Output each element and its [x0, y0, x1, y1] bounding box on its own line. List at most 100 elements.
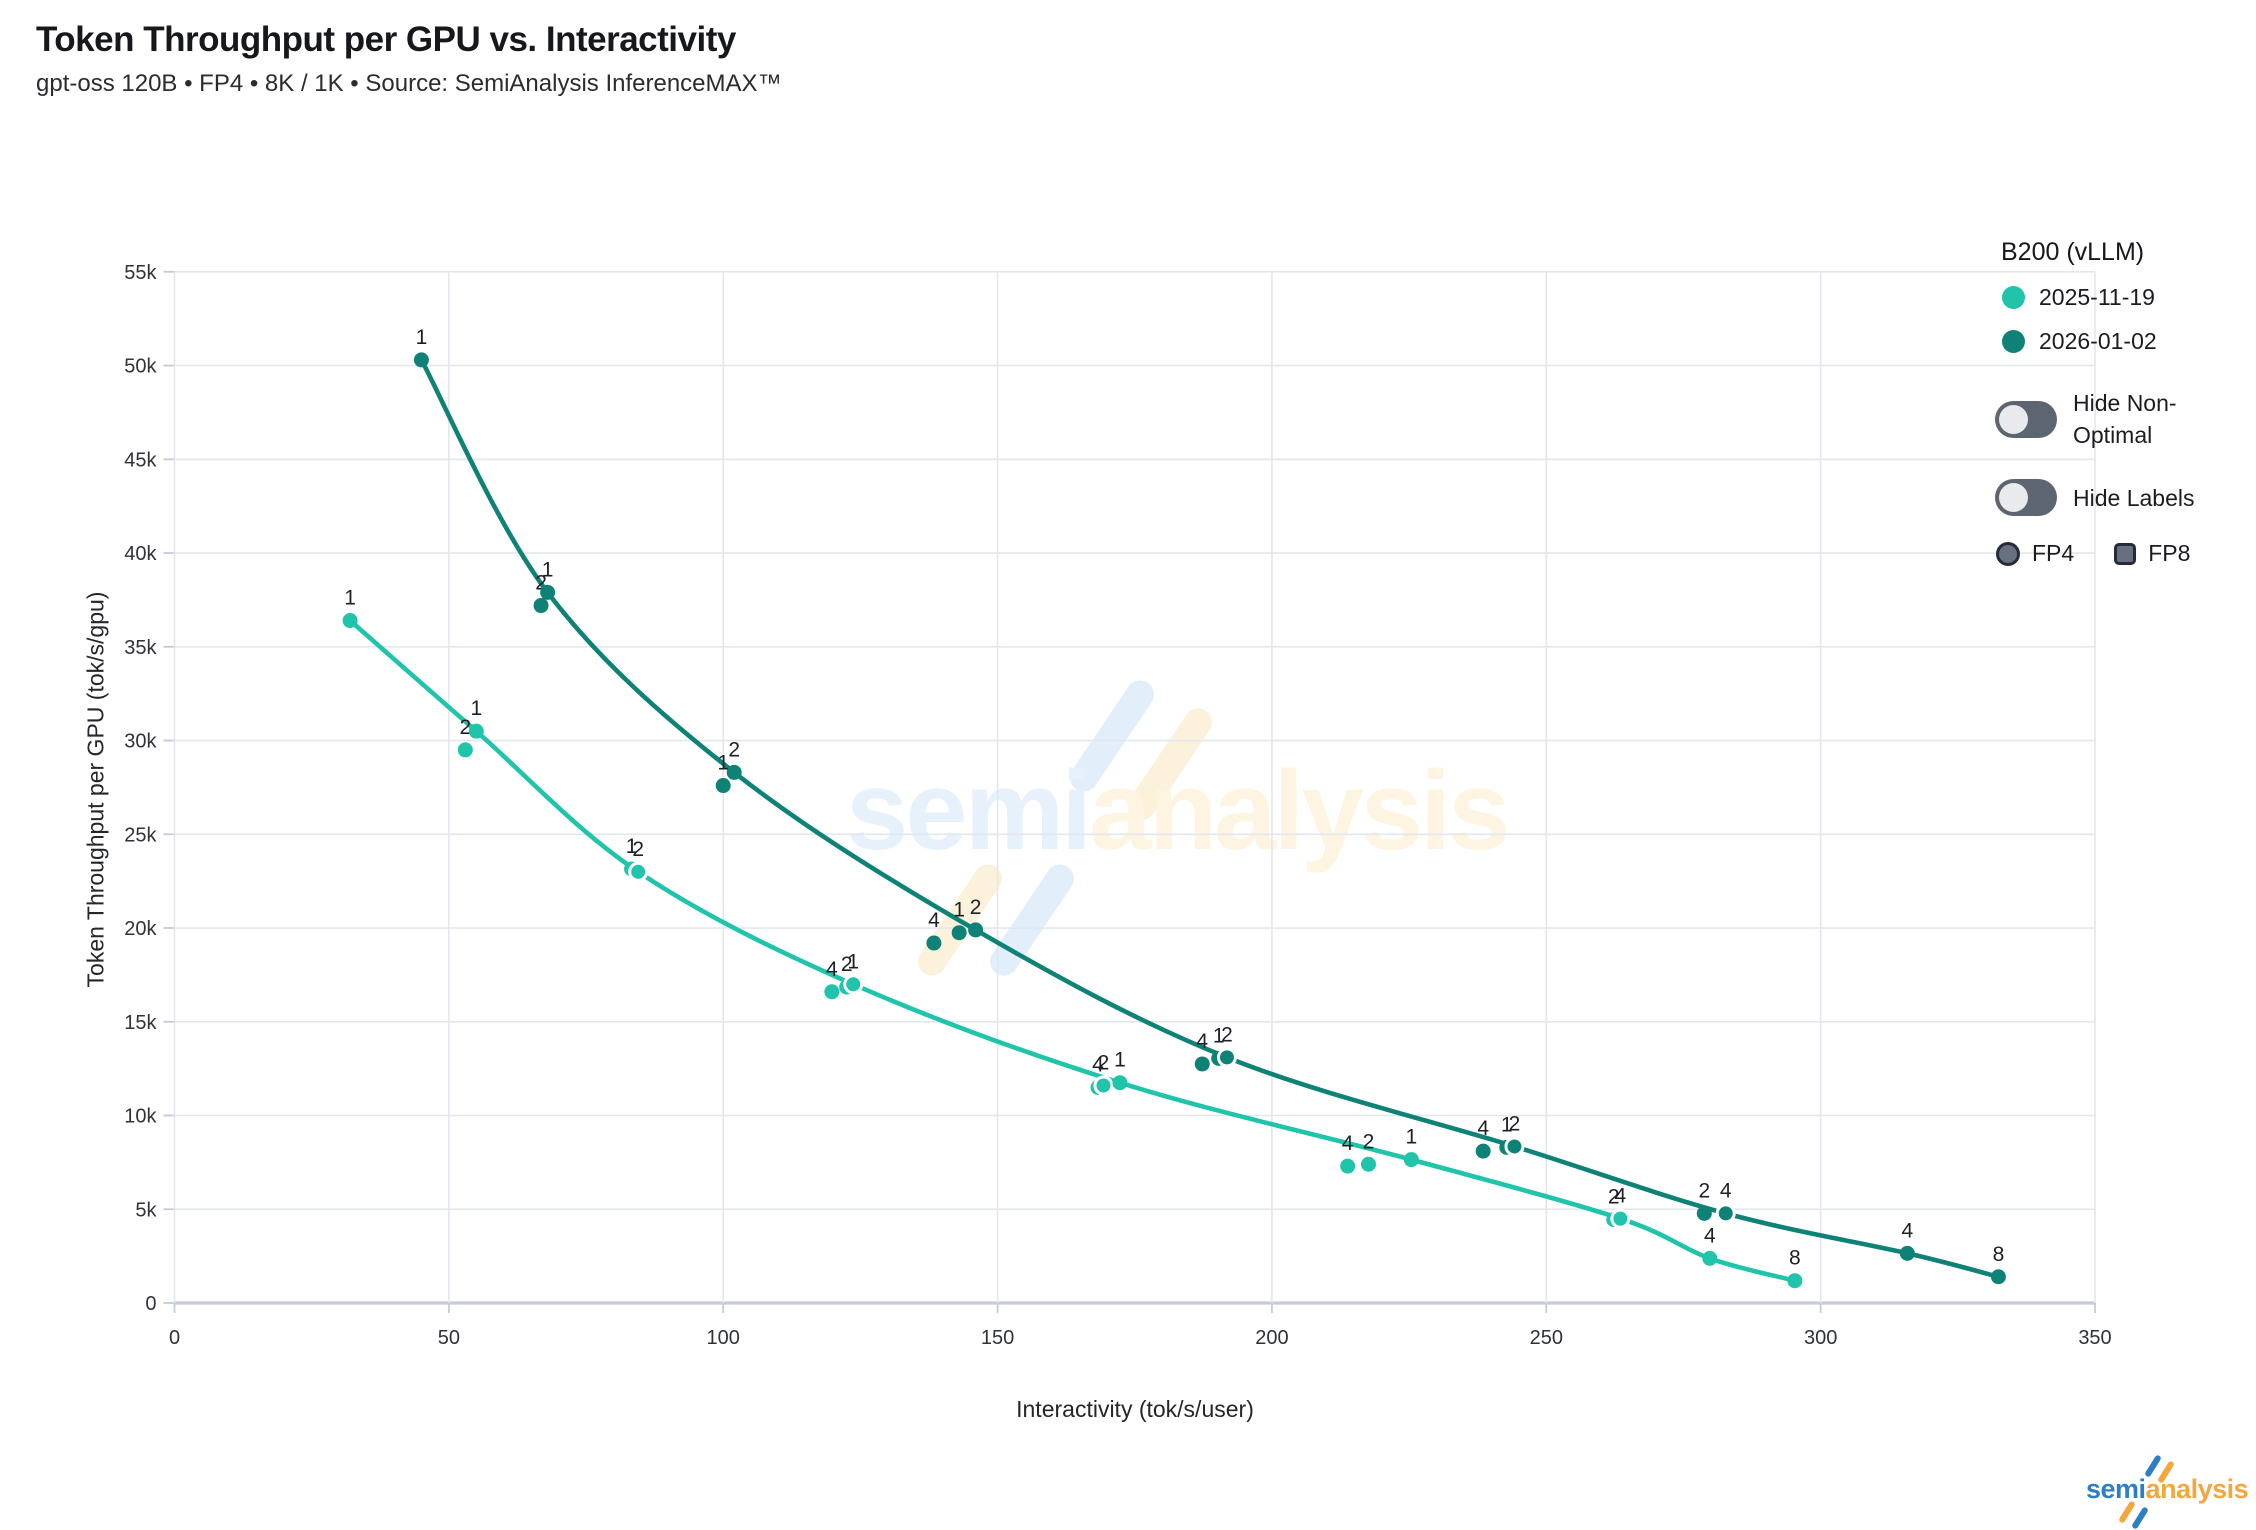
- series-color-dot-icon: [2002, 286, 2025, 309]
- semianalysis-watermark: semianalysis: [846, 660, 1606, 981]
- legend-item-2025-11-19[interactable]: 2025-11-19: [1985, 284, 2256, 311]
- fp4-circle-marker-icon[interactable]: [1996, 541, 2020, 566]
- x-tick-label: 250: [1530, 1327, 1563, 1349]
- data-point-2026-01-02[interactable]: [413, 352, 429, 368]
- fp4-label: FP4: [2032, 540, 2075, 567]
- hide-non-optimal-row: Hide Non-Optimal: [1985, 387, 2256, 451]
- page-title: Token Throughput per GPU vs. Interactivi…: [36, 20, 736, 59]
- watermark-text: semianalysis: [846, 748, 1510, 873]
- hide-labels-row: Hide Labels: [1985, 479, 2256, 517]
- point-label: 8: [1993, 1243, 2005, 1266]
- point-label: 1: [1405, 1126, 1417, 1149]
- data-point-2025-11-19[interactable]: [457, 742, 473, 758]
- data-point-2026-01-02[interactable]: [533, 598, 549, 614]
- x-tick-label: 100: [707, 1327, 740, 1349]
- data-point-2025-11-19[interactable]: [468, 723, 484, 739]
- point-label: 2: [1509, 1112, 1521, 1135]
- point-label: 4: [826, 958, 838, 981]
- point-label: 1: [542, 558, 554, 581]
- data-point-2026-01-02[interactable]: [1504, 1136, 1525, 1157]
- point-label: 1: [717, 752, 729, 775]
- point-label: 2: [970, 896, 982, 919]
- page-subtitle: gpt-oss 120B • FP4 • 8K / 1K • Source: S…: [36, 70, 782, 97]
- toggle-knob: [1999, 404, 2028, 434]
- y-tick-label: 25k: [124, 824, 157, 846]
- data-point-2026-01-02[interactable]: [1899, 1245, 1915, 1261]
- x-axis-title: Interactivity (tok/s/user): [1016, 1396, 1254, 1422]
- y-tick-label: 0: [145, 1293, 156, 1315]
- y-tick-label: 35k: [124, 637, 157, 659]
- data-point-2026-01-02[interactable]: [968, 922, 984, 938]
- fp8-square-marker-icon[interactable]: [2114, 542, 2137, 565]
- point-label: 1: [416, 326, 428, 349]
- data-point-2025-11-19[interactable]: [1340, 1158, 1356, 1174]
- point-label: 1: [626, 835, 638, 858]
- point-label: 4: [1704, 1224, 1716, 1247]
- point-label: 2: [728, 738, 740, 761]
- legend-panel: B200 (vLLM) 2025-11-19 2026-01-02 Hide N…: [1985, 238, 2256, 567]
- data-point-2025-11-19[interactable]: [843, 974, 864, 995]
- data-point-2025-11-19[interactable]: [824, 984, 840, 1000]
- data-point-2026-01-02[interactable]: [540, 584, 556, 600]
- data-point-2025-11-19[interactable]: [1403, 1152, 1419, 1168]
- point-label: 2: [1363, 1130, 1375, 1153]
- point-label: 1: [1114, 1049, 1126, 1072]
- x-tick-label: 300: [1804, 1327, 1837, 1349]
- data-point-2025-11-19[interactable]: [342, 613, 358, 629]
- point-label: 2: [841, 953, 853, 976]
- y-tick-label: 15k: [124, 1012, 157, 1034]
- hide-labels-toggle[interactable]: [1995, 479, 2057, 517]
- precision-markers-row: FP4 FP8: [1985, 540, 2256, 567]
- legend-title: B200 (vLLM): [2001, 238, 2145, 266]
- data-point-2025-11-19[interactable]: [1093, 1075, 1114, 1096]
- data-point-2026-01-02[interactable]: [951, 925, 967, 941]
- point-label: 2: [1608, 1186, 1620, 1209]
- data-point-2026-01-02[interactable]: [1990, 1269, 2006, 1285]
- data-point-2025-11-19[interactable]: [628, 861, 649, 882]
- data-point-2026-01-02[interactable]: [726, 764, 742, 780]
- series-line-2025-11-19: [347, 618, 1798, 1283]
- point-label: 2: [535, 572, 547, 595]
- y-tick-label: 45k: [124, 449, 157, 471]
- point-label: 2: [632, 838, 644, 861]
- data-point-2026-01-02[interactable]: [715, 778, 731, 794]
- data-point-2025-11-19[interactable]: [1610, 1208, 1631, 1229]
- y-tick-label: 20k: [124, 918, 157, 940]
- data-point-2025-11-19[interactable]: [1702, 1250, 1718, 1266]
- point-label: 1: [1501, 1113, 1513, 1136]
- data-point-2026-01-02[interactable]: [1216, 1047, 1237, 1068]
- data-point-2025-11-19[interactable]: [1787, 1273, 1803, 1289]
- data-point-2025-11-19[interactable]: [1112, 1075, 1128, 1091]
- series-line-2026-01-02: [419, 357, 2001, 1280]
- point-label: 4: [1477, 1117, 1489, 1140]
- data-point-2025-11-19[interactable]: [1361, 1156, 1377, 1172]
- data-point-2026-01-02[interactable]: [926, 935, 942, 951]
- hide-non-optimal-toggle[interactable]: [1995, 400, 2057, 438]
- point-label: 2: [1098, 1052, 1110, 1075]
- y-tick-label: 5k: [135, 1199, 157, 1221]
- data-point-2026-01-02[interactable]: [1475, 1143, 1491, 1159]
- point-label: 4: [1901, 1219, 1913, 1242]
- point-label: 1: [953, 899, 965, 922]
- x-tick-label: 0: [169, 1327, 180, 1349]
- chart-header: Token Throughput per GPU vs. Interactivi…: [36, 20, 782, 98]
- point-label: 1: [470, 697, 482, 720]
- legend-item-2026-01-02[interactable]: 2026-01-02: [1985, 328, 2256, 355]
- data-point-2026-01-02[interactable]: [1194, 1056, 1210, 1072]
- point-label: 1: [1213, 1024, 1225, 1047]
- fp8-label: FP8: [2148, 540, 2191, 567]
- y-tick-label: 55k: [124, 262, 157, 284]
- point-label: 4: [1342, 1132, 1354, 1155]
- hide-labels-label: Hide Labels: [2073, 484, 2195, 511]
- point-label: 2: [1698, 1179, 1710, 1202]
- hide-non-optimal-label: Hide Non-Optimal: [2073, 390, 2177, 449]
- data-point-2026-01-02[interactable]: [1715, 1203, 1736, 1224]
- point-label: 4: [1720, 1179, 1732, 1202]
- logo-text: semianalysis: [2086, 1474, 2249, 1504]
- y-tick-label: 30k: [124, 731, 157, 753]
- data-point-2026-01-02[interactable]: [1696, 1205, 1712, 1221]
- point-label: 2: [459, 716, 471, 739]
- x-tick-label: 200: [1255, 1327, 1288, 1349]
- semianalysis-logo: semianalysis: [2086, 1454, 2249, 1530]
